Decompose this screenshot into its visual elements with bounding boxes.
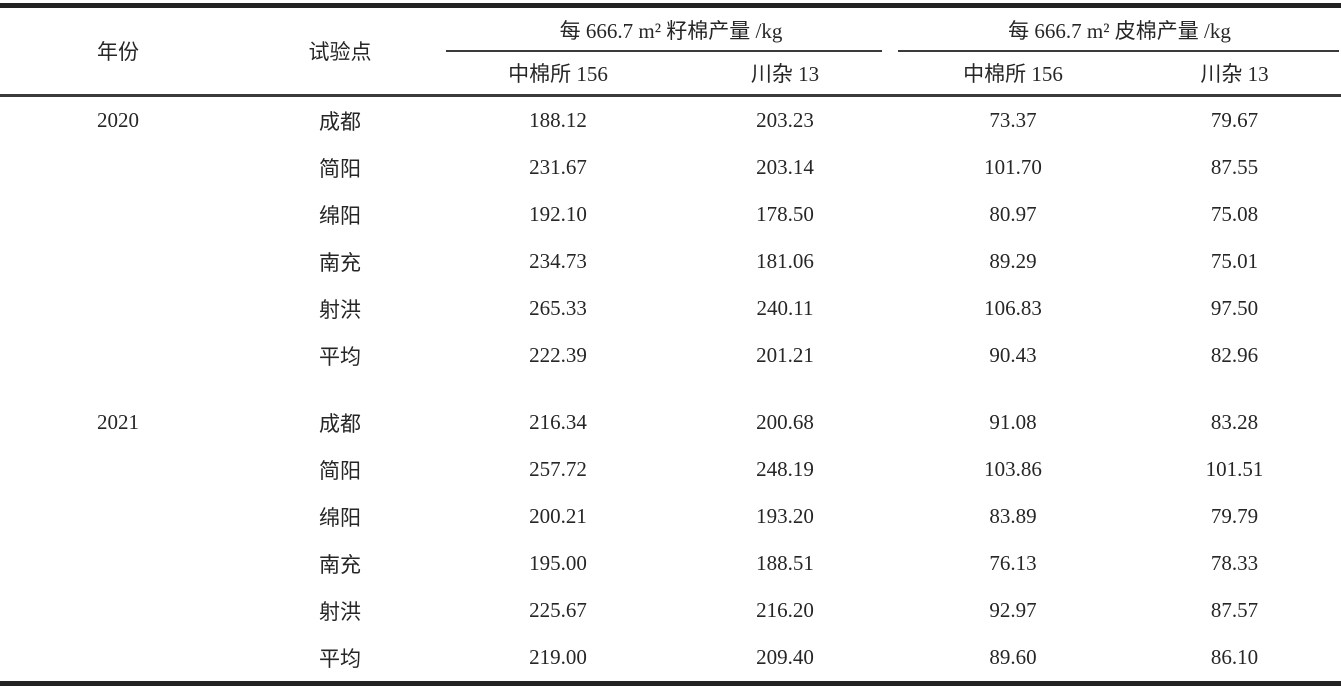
- site-cell: 南充: [319, 250, 361, 275]
- header-lint-chuanza13: 川杂 13: [1128, 52, 1341, 97]
- value-cell: 225.67: [529, 598, 587, 622]
- year-cell: 2021: [97, 410, 139, 434]
- header-year: 年份: [0, 5, 236, 97]
- table-row: 南充 195.00 188.51 76.13 78.33: [0, 540, 1341, 587]
- value-cell: 92.97: [989, 598, 1037, 622]
- value-cell: 89.60: [989, 645, 1037, 669]
- table-row: 南充 234.73 181.06 89.29 75.01: [0, 238, 1341, 285]
- header-group-seed-cotton: 每 666.7 m² 籽棉产量 /kg: [444, 6, 898, 53]
- yield-table: 年份 试验点 每 666.7 m² 籽棉产量 /kg 每 666.7 m² 皮棉…: [0, 3, 1341, 686]
- table-row: 简阳 257.72 248.19 103.86 101.51: [0, 446, 1341, 493]
- section-gap-row: [0, 379, 1341, 399]
- table-row: 2020 成都 188.12 203.23 73.37 79.67: [0, 96, 1341, 145]
- value-cell: 87.57: [1210, 598, 1259, 622]
- table-row: 平均 222.39 201.21 90.43 82.96: [0, 332, 1341, 379]
- value-cell: 79.67: [1210, 108, 1259, 132]
- value-cell: 90.43: [989, 343, 1037, 367]
- table-row: 2021 成都 216.34 200.68 91.08 83.28: [0, 399, 1341, 446]
- value-cell: 181.06: [756, 249, 814, 273]
- value-cell: 79.79: [1210, 504, 1259, 528]
- year-cell: 2020: [97, 108, 139, 132]
- value-cell: 200.21: [529, 504, 587, 528]
- value-cell: 201.21: [756, 343, 814, 367]
- header-sub-row: 中棉所 156 川杂 13 中棉所 156 川杂 13: [0, 52, 1341, 97]
- table-row: 平均 219.00 209.40 89.60 86.10: [0, 634, 1341, 684]
- value-cell: 219.00: [529, 645, 587, 669]
- table-row: 射洪 265.33 240.11 106.83 97.50: [0, 285, 1341, 332]
- value-cell: 257.72: [529, 457, 587, 481]
- value-cell: 89.29: [989, 249, 1037, 273]
- value-cell: 86.10: [1210, 645, 1259, 669]
- value-cell: 240.11: [756, 296, 814, 320]
- value-cell: 200.68: [756, 410, 814, 434]
- value-cell: 216.20: [756, 598, 814, 622]
- value-cell: 78.33: [1210, 551, 1259, 575]
- value-cell: 231.67: [529, 155, 587, 179]
- value-cell: 87.55: [1210, 155, 1259, 179]
- site-cell: 平均: [319, 646, 361, 671]
- value-cell: 193.20: [756, 504, 814, 528]
- header-lint-ccri156: 中棉所 156: [898, 52, 1128, 97]
- value-cell: 83.89: [989, 504, 1037, 528]
- header-seed-chuanza13: 川杂 13: [672, 52, 898, 97]
- value-cell: 97.50: [1210, 296, 1259, 320]
- value-cell: 80.97: [989, 202, 1037, 226]
- value-cell: 103.86: [984, 457, 1042, 481]
- value-cell: 75.08: [1210, 202, 1259, 226]
- header-seed-ccri156: 中棉所 156: [444, 52, 672, 97]
- value-cell: 248.19: [756, 457, 814, 481]
- value-cell: 73.37: [989, 108, 1037, 132]
- site-cell: 南充: [319, 552, 361, 577]
- value-cell: 82.96: [1210, 343, 1259, 367]
- value-cell: 178.50: [756, 202, 814, 226]
- value-cell: 203.14: [756, 155, 814, 179]
- value-cell: 209.40: [756, 645, 814, 669]
- value-cell: 101.70: [984, 155, 1042, 179]
- table-row: 绵阳 200.21 193.20 83.89 79.79: [0, 493, 1341, 540]
- site-cell: 成都: [319, 109, 361, 134]
- table-header: 年份 试验点 每 666.7 m² 籽棉产量 /kg 每 666.7 m² 皮棉…: [0, 5, 1341, 97]
- value-cell: 188.51: [756, 551, 814, 575]
- site-cell: 成都: [319, 411, 361, 436]
- value-cell: 216.34: [529, 410, 587, 434]
- value-cell: 101.51: [1205, 457, 1264, 481]
- value-cell: 75.01: [1210, 249, 1259, 273]
- site-cell: 绵阳: [319, 505, 361, 530]
- value-cell: 265.33: [529, 296, 587, 320]
- site-cell: 绵阳: [319, 203, 361, 228]
- value-cell: 76.13: [989, 551, 1037, 575]
- value-cell: 192.10: [529, 202, 587, 226]
- section-gap: [0, 379, 1341, 399]
- header-group-lint-cotton: 每 666.7 m² 皮棉产量 /kg: [898, 6, 1341, 53]
- value-cell: 234.73: [529, 249, 587, 273]
- table-row: 射洪 225.67 216.20 92.97 87.57: [0, 587, 1341, 634]
- table-row: 绵阳 192.10 178.50 80.97 75.08: [0, 191, 1341, 238]
- value-cell: 222.39: [529, 343, 587, 367]
- value-cell: 106.83: [984, 296, 1042, 320]
- header-group-row: 年份 试验点 每 666.7 m² 籽棉产量 /kg 每 666.7 m² 皮棉…: [0, 5, 1341, 97]
- site-cell: 平均: [319, 344, 361, 369]
- value-cell: 203.23: [756, 108, 814, 132]
- site-cell: 简阳: [319, 156, 361, 181]
- table-body: 2020 成都 188.12 203.23 73.37 79.67 简阳 231…: [0, 96, 1341, 684]
- value-cell: 83.28: [1210, 410, 1259, 434]
- site-cell: 简阳: [319, 458, 361, 483]
- header-site: 试验点: [236, 5, 444, 97]
- value-cell: 91.08: [989, 410, 1037, 434]
- site-cell: 射洪: [319, 297, 361, 322]
- value-cell: 195.00: [529, 551, 587, 575]
- site-cell: 射洪: [319, 599, 361, 624]
- table-row: 简阳 231.67 203.14 101.70 87.55: [0, 144, 1341, 191]
- value-cell: 188.12: [529, 108, 587, 132]
